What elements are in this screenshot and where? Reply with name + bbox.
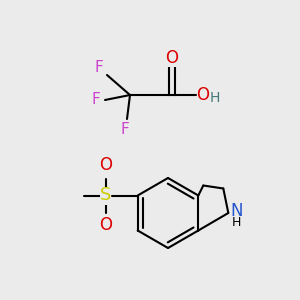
Text: N: N <box>230 202 243 220</box>
Text: O: O <box>99 157 112 175</box>
Text: O: O <box>99 217 112 235</box>
Text: F: F <box>94 61 103 76</box>
Text: S: S <box>100 187 111 205</box>
Text: O: O <box>166 49 178 67</box>
Text: H: H <box>210 91 220 105</box>
Text: F: F <box>121 122 129 136</box>
Text: F: F <box>92 92 100 107</box>
Text: H: H <box>232 217 241 230</box>
Text: O: O <box>196 86 209 104</box>
